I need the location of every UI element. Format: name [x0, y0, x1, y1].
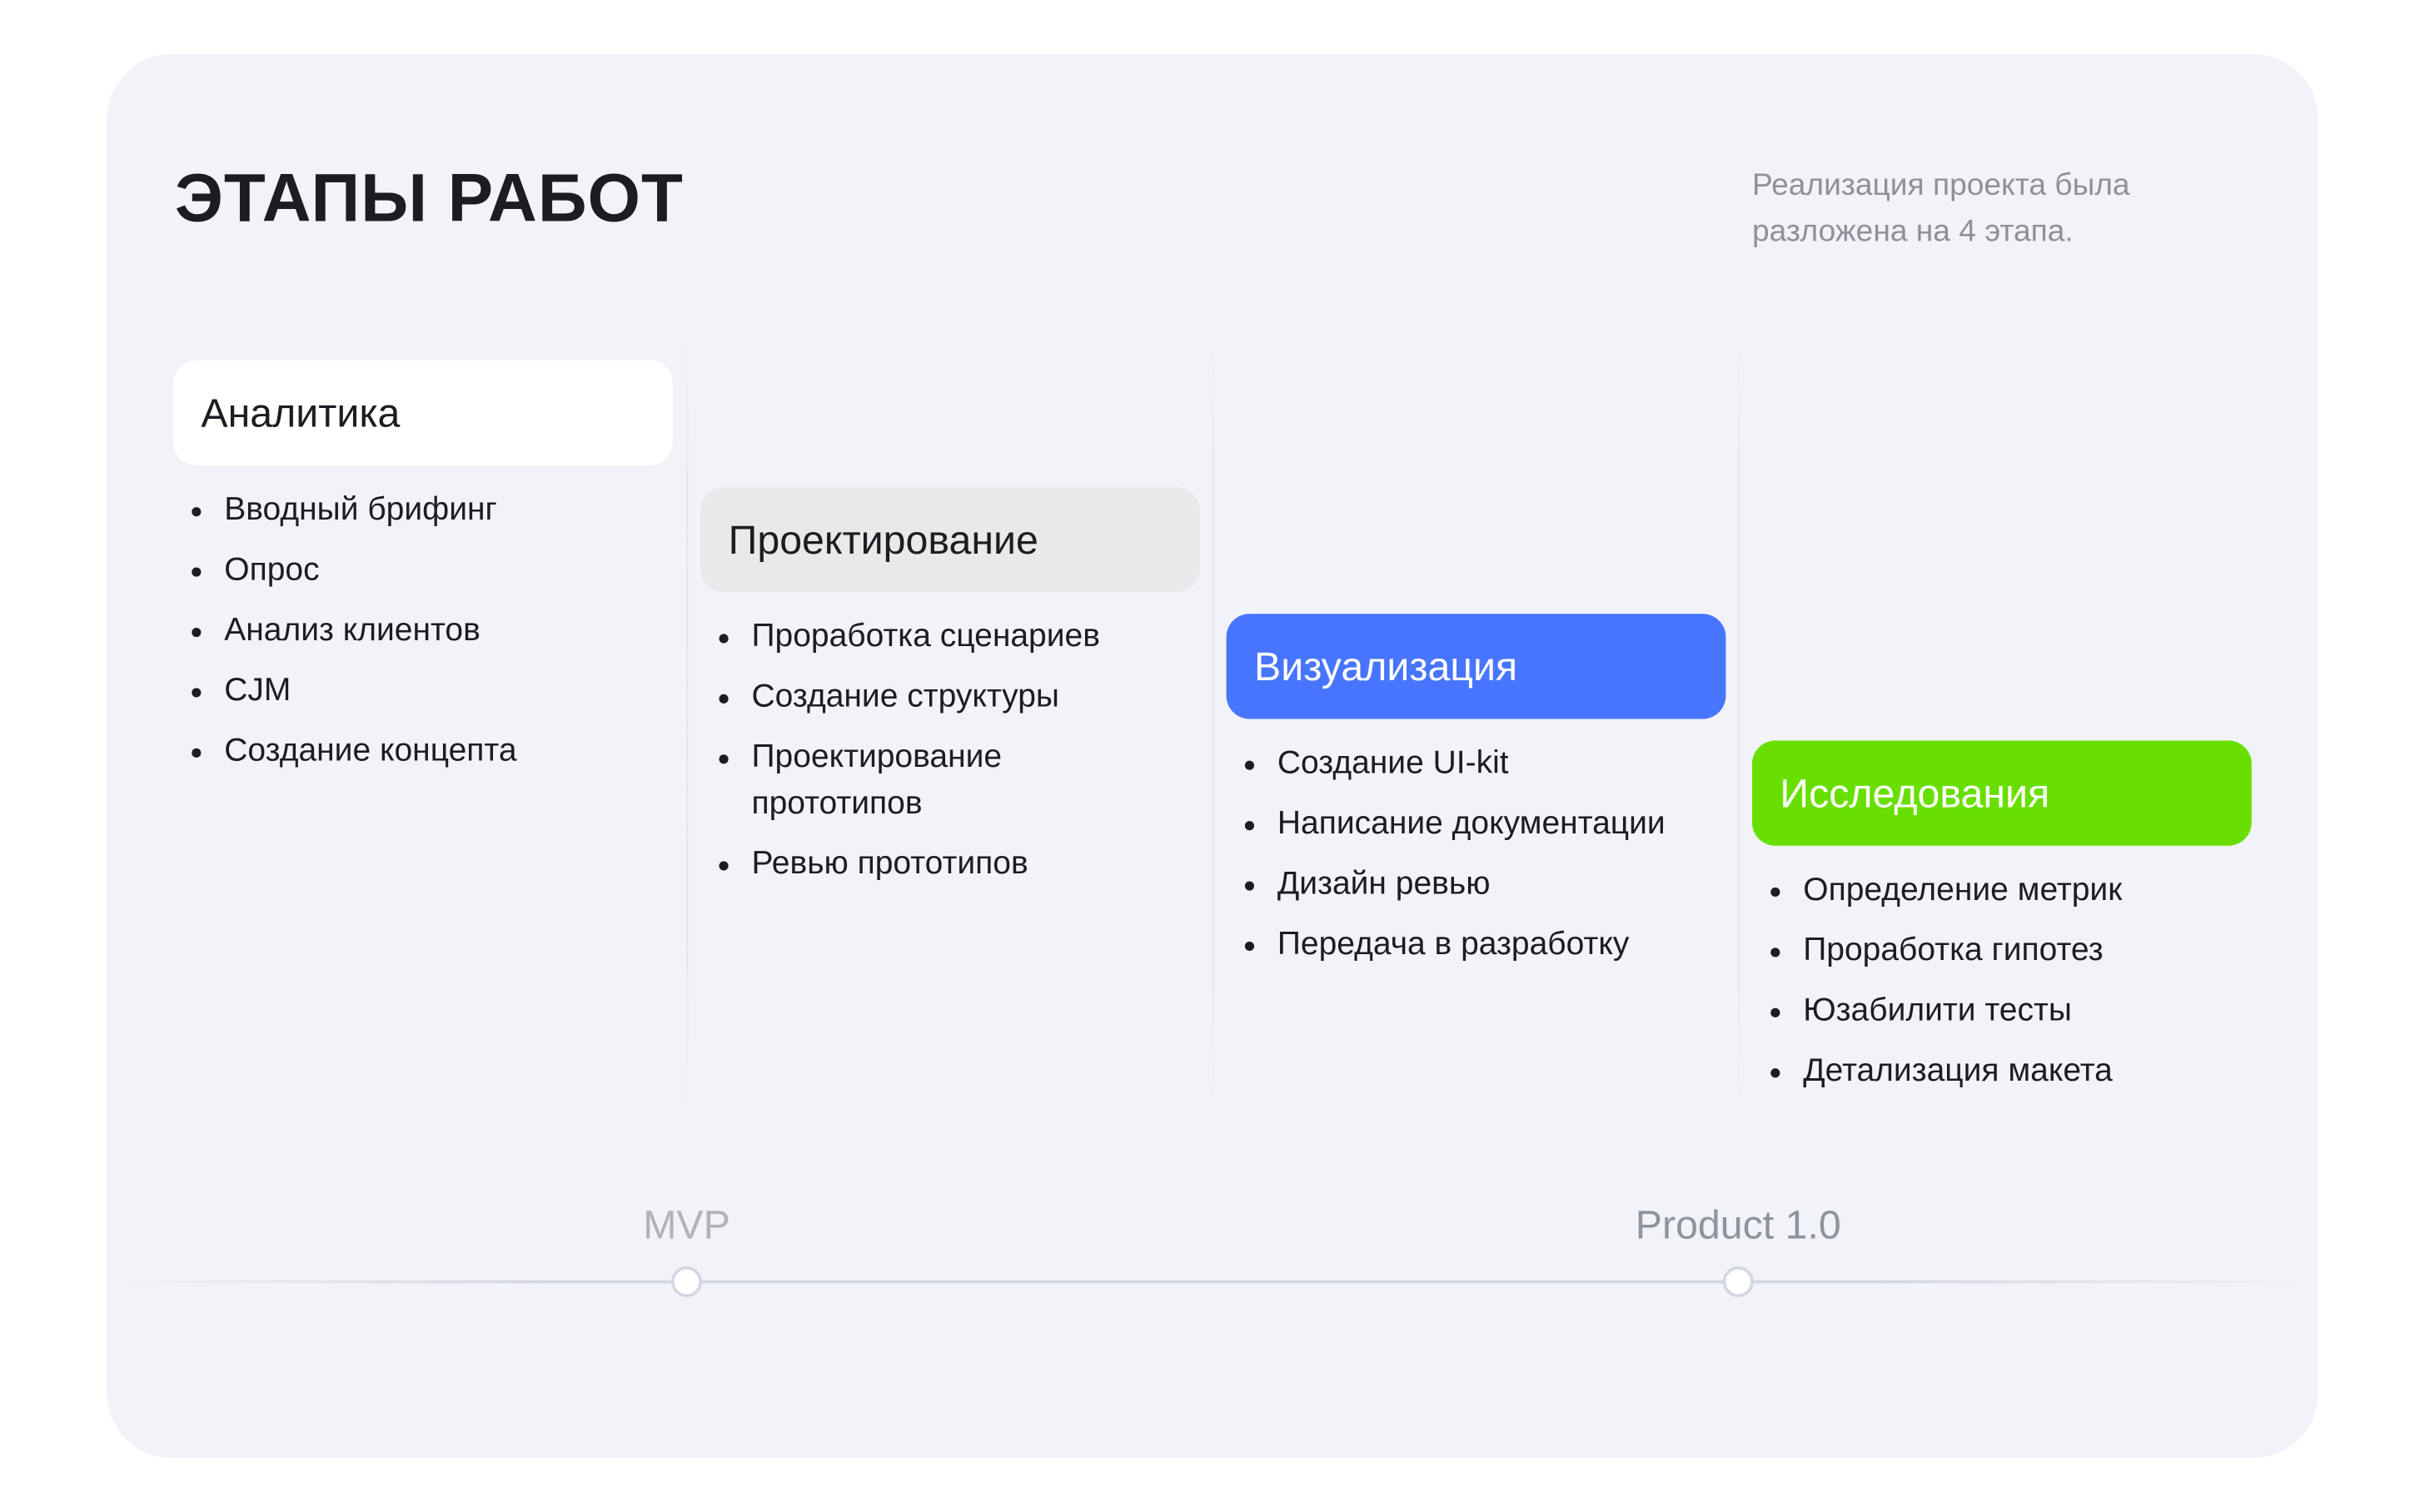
page-title: ЭТАПЫ РАБОТ [174, 161, 684, 237]
list-item: Опрос [173, 547, 673, 594]
list-item: Ревью прототипов [700, 841, 1149, 888]
timeline-line [107, 1280, 2318, 1284]
column-divider [686, 324, 689, 1122]
stage-title: Визуализация [1226, 614, 1726, 719]
stage-research: Исследования Определение метрик Проработ… [1751, 740, 2252, 1109]
column-divider [1738, 324, 1740, 1122]
list-item: Написание документации [1227, 801, 1726, 848]
list-item: Создание UI-kit [1227, 741, 1726, 788]
list-item: Дизайн ревью [1227, 861, 1726, 908]
stage-analytics: Аналитика Вводный брифинг Опрос Анализ к… [172, 360, 673, 788]
list-item: Юзабилити тесты [1752, 988, 2252, 1035]
stage-title: Аналитика [172, 360, 673, 465]
milestone-label-product: Product 1.0 [1635, 1201, 1841, 1248]
list-item: Определение метрик [1752, 868, 2252, 914]
list-item: Проработка сценариев [700, 614, 1149, 660]
page-subtitle: Реализация проекта была разложена на 4 э… [1751, 168, 2130, 249]
list-item: Проектирование прототипов [700, 734, 1061, 827]
column-divider [1212, 324, 1214, 1122]
milestone-dot-icon [670, 1266, 703, 1298]
milestone-label-mvp: MVP [643, 1201, 730, 1248]
stage-task-list: Создание UI-kit Написание документации Д… [1227, 741, 1726, 968]
list-item: Детализация макета [1752, 1048, 2252, 1095]
list-item: Создание структуры [700, 674, 1149, 721]
list-item: Анализ клиентов [173, 608, 673, 654]
milestone-dot-icon [1722, 1266, 1754, 1298]
stage-title: Исследования [1751, 740, 2252, 846]
stage-title: Проектирование [700, 486, 1201, 593]
list-item: Создание концепта [173, 729, 673, 775]
stage-visualization: Визуализация Создание UI-kit Написание д… [1226, 614, 1726, 982]
stage-task-list: Проработка сценариев Создание структуры … [700, 614, 1149, 888]
stage-task-list: Вводный брифинг Опрос Анализ клиентов CJ… [173, 487, 673, 774]
list-item: Вводный брифинг [173, 487, 673, 534]
list-item: CJM [173, 668, 673, 714]
list-item: Передача в разработку [1227, 922, 1726, 968]
stage-task-list: Определение метрик Проработка гипотез Юз… [1752, 868, 2252, 1095]
stage-design: Проектирование Проработка сценариев Созд… [700, 486, 1201, 902]
list-item: Проработка гипотез [1752, 928, 2252, 974]
